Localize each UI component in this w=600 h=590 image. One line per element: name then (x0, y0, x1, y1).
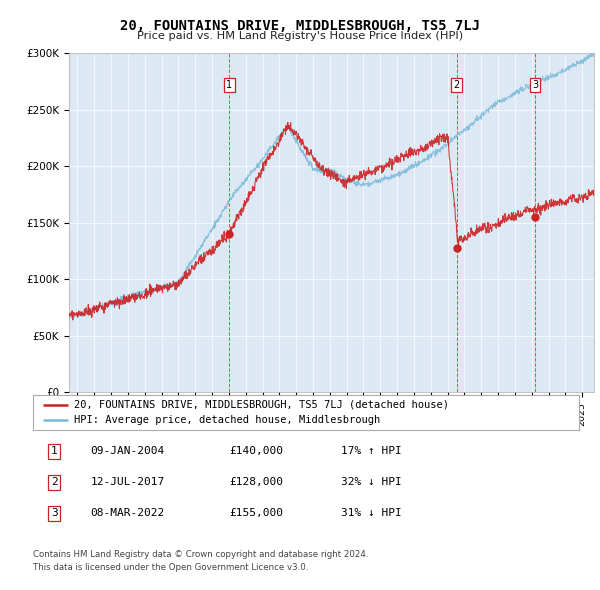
Text: 20, FOUNTAINS DRIVE, MIDDLESBROUGH, TS5 7LJ: 20, FOUNTAINS DRIVE, MIDDLESBROUGH, TS5 … (120, 19, 480, 33)
Text: HPI: Average price, detached house, Middlesbrough: HPI: Average price, detached house, Midd… (74, 415, 380, 425)
Text: 2: 2 (454, 80, 460, 90)
Text: 1: 1 (51, 446, 58, 456)
Text: 3: 3 (532, 80, 538, 90)
Text: 17% ↑ HPI: 17% ↑ HPI (341, 446, 402, 456)
Text: Contains HM Land Registry data © Crown copyright and database right 2024.: Contains HM Land Registry data © Crown c… (33, 550, 368, 559)
Text: 1: 1 (226, 80, 232, 90)
Text: 32% ↓ HPI: 32% ↓ HPI (341, 477, 402, 487)
Text: £128,000: £128,000 (230, 477, 284, 487)
Text: 31% ↓ HPI: 31% ↓ HPI (341, 509, 402, 519)
Text: 20, FOUNTAINS DRIVE, MIDDLESBROUGH, TS5 7LJ (detached house): 20, FOUNTAINS DRIVE, MIDDLESBROUGH, TS5 … (74, 399, 449, 409)
Text: £155,000: £155,000 (230, 509, 284, 519)
Text: 09-JAN-2004: 09-JAN-2004 (91, 446, 164, 456)
Text: 12-JUL-2017: 12-JUL-2017 (91, 477, 164, 487)
Text: This data is licensed under the Open Government Licence v3.0.: This data is licensed under the Open Gov… (33, 563, 308, 572)
Text: Price paid vs. HM Land Registry's House Price Index (HPI): Price paid vs. HM Land Registry's House … (137, 31, 463, 41)
Text: 08-MAR-2022: 08-MAR-2022 (91, 509, 164, 519)
Text: 2: 2 (51, 477, 58, 487)
Text: £140,000: £140,000 (230, 446, 284, 456)
Text: 3: 3 (51, 509, 58, 519)
